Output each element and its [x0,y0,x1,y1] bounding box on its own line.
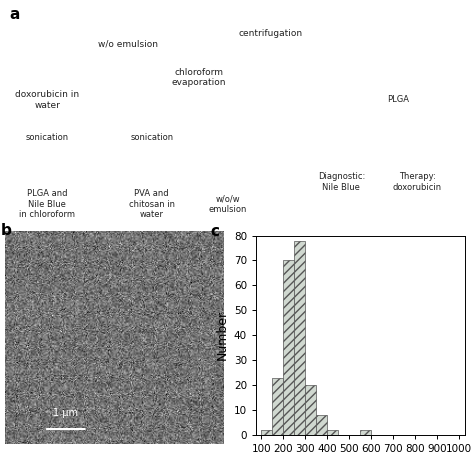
Y-axis label: Number: Number [215,310,228,360]
Text: Diagnostic:
Nile Blue: Diagnostic: Nile Blue [318,172,365,192]
Text: PVA and
chitosan in
water: PVA and chitosan in water [128,189,175,219]
Bar [305,385,316,435]
Bar [360,430,371,435]
Text: c: c [210,224,219,239]
Bar [273,378,283,435]
Text: chloroform
evaporation: chloroform evaporation [172,68,226,87]
Bar [316,415,328,435]
Text: PLGA and
Nile Blue
in chloroform: PLGA and Nile Blue in chloroform [19,189,75,219]
Text: centrifugation: centrifugation [238,29,302,38]
Text: doxorubicin in
water: doxorubicin in water [15,90,80,110]
Text: sonication: sonication [26,133,69,142]
Bar [294,241,305,435]
Text: b: b [0,222,11,237]
Bar [283,260,294,435]
Bar [328,430,338,435]
Text: a: a [9,7,20,22]
Text: 1 μm: 1 μm [53,409,78,419]
Text: sonication: sonication [130,133,173,142]
Text: w/o/w
emulsion: w/o/w emulsion [209,194,246,214]
Text: w/o emulsion: w/o emulsion [98,40,158,49]
Bar [262,430,273,435]
Text: Therapy:
doxorubicin: Therapy: doxorubicin [392,172,442,192]
Text: PLGA: PLGA [387,96,409,104]
